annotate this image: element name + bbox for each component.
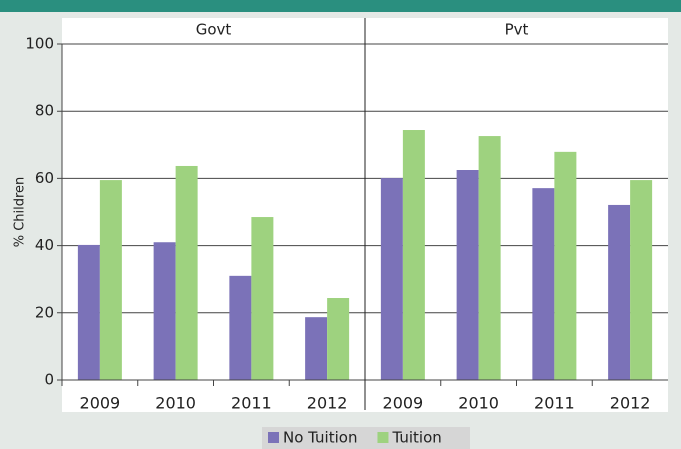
x-tick-label: 2011 [534, 394, 575, 413]
bar [608, 204, 631, 380]
legend-label: Tuition [391, 429, 441, 447]
bar [402, 130, 425, 380]
legend-swatch [268, 432, 279, 443]
x-tick-label: 2010 [155, 394, 196, 413]
y-tick-label: 60 [35, 169, 54, 187]
bar [327, 298, 350, 380]
x-tick-label: 2011 [231, 394, 272, 413]
bar [478, 136, 501, 380]
x-tick-label: 2010 [458, 394, 499, 413]
legend-swatch [377, 432, 389, 443]
bar [99, 180, 122, 380]
legend-background [262, 427, 470, 449]
bar [380, 178, 403, 380]
bar [251, 217, 274, 380]
bar [554, 151, 577, 380]
bar [456, 170, 479, 380]
bar [532, 188, 555, 380]
bar [175, 165, 198, 380]
y-tick-label: 100 [25, 35, 54, 53]
bar [229, 275, 252, 380]
bar [77, 244, 100, 380]
header-band [0, 0, 681, 12]
panel-title: Govt [196, 21, 232, 39]
y-tick-label: 40 [35, 236, 54, 254]
x-tick-label: 2012 [307, 394, 348, 413]
bar [630, 180, 653, 380]
legend-label: No Tuition [283, 429, 357, 447]
bar [153, 242, 176, 380]
panel-title: Pvt [505, 21, 529, 39]
bar [305, 317, 328, 380]
y-tick-label: 0 [44, 371, 54, 389]
y-tick-label: 80 [35, 102, 54, 120]
y-tick-label: 20 [35, 303, 54, 321]
y-axis-label: % Children [13, 177, 28, 248]
x-tick-label: 2009 [80, 394, 121, 413]
x-tick-label: 2009 [383, 394, 424, 413]
x-tick-label: 2012 [610, 394, 651, 413]
